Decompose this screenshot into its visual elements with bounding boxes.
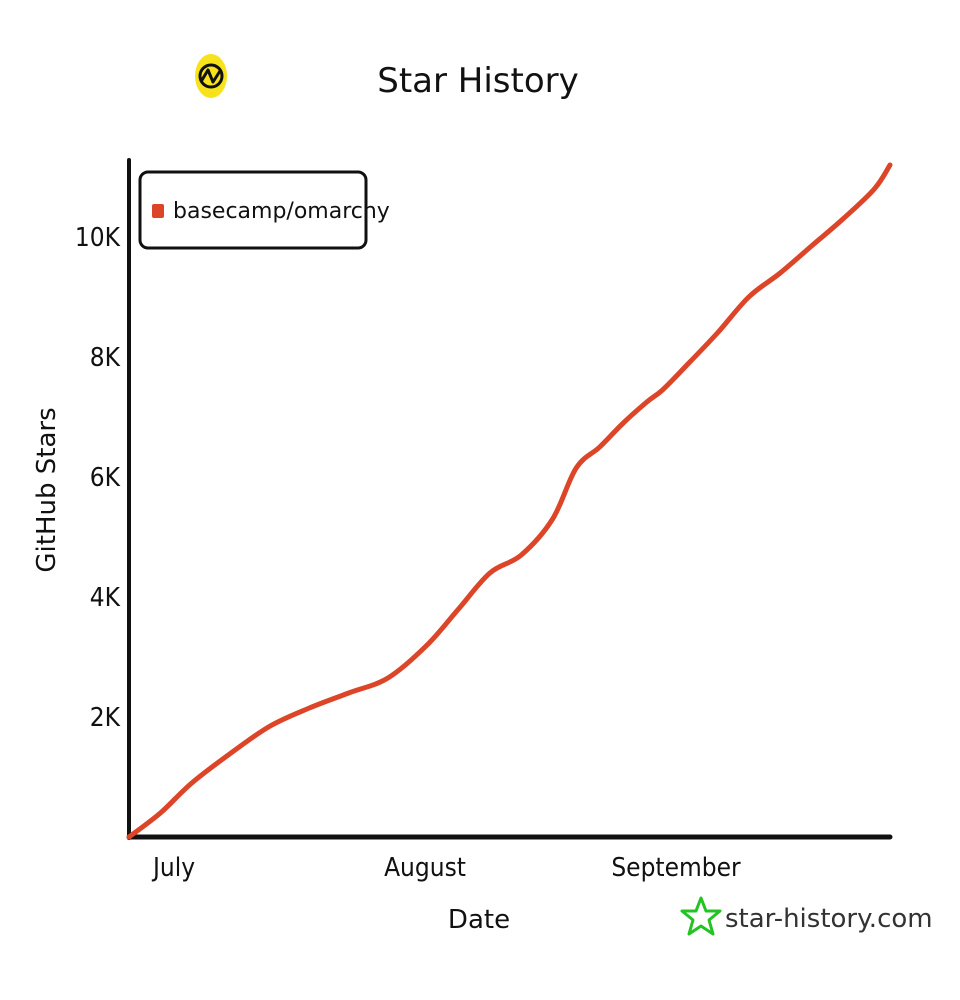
y-axis-title: GitHub Stars: [32, 407, 62, 572]
y-tick-label: 4K: [90, 583, 121, 613]
y-tick-labels: 2K 4K 6K 8K 10K: [75, 223, 121, 733]
x-tick-label: July: [151, 853, 195, 883]
y-tick-label: 10K: [75, 223, 121, 253]
watermark[interactable]: star-history.com: [680, 896, 933, 936]
legend-swatch: [152, 204, 164, 218]
chart-title: Star History: [377, 61, 579, 101]
star-outline-icon: [680, 896, 722, 936]
x-tick-label: August: [384, 853, 466, 883]
x-tick-label: September: [611, 853, 741, 883]
series-line-basecamp-omarchy: [126, 162, 893, 840]
y-tick-label: 8K: [90, 343, 121, 373]
legend-box: [138, 170, 368, 250]
y-tick-label: 6K: [90, 463, 121, 493]
x-axis-title: Date: [448, 905, 510, 935]
star-history-logo-icon: [195, 54, 227, 98]
watermark-text: star-history.com: [725, 904, 933, 934]
x-tick-labels: July August September: [151, 853, 741, 883]
legend: basecamp/omarchy: [138, 170, 390, 250]
legend-label: basecamp/omarchy: [173, 199, 390, 224]
y-tick-label: 2K: [90, 703, 121, 733]
